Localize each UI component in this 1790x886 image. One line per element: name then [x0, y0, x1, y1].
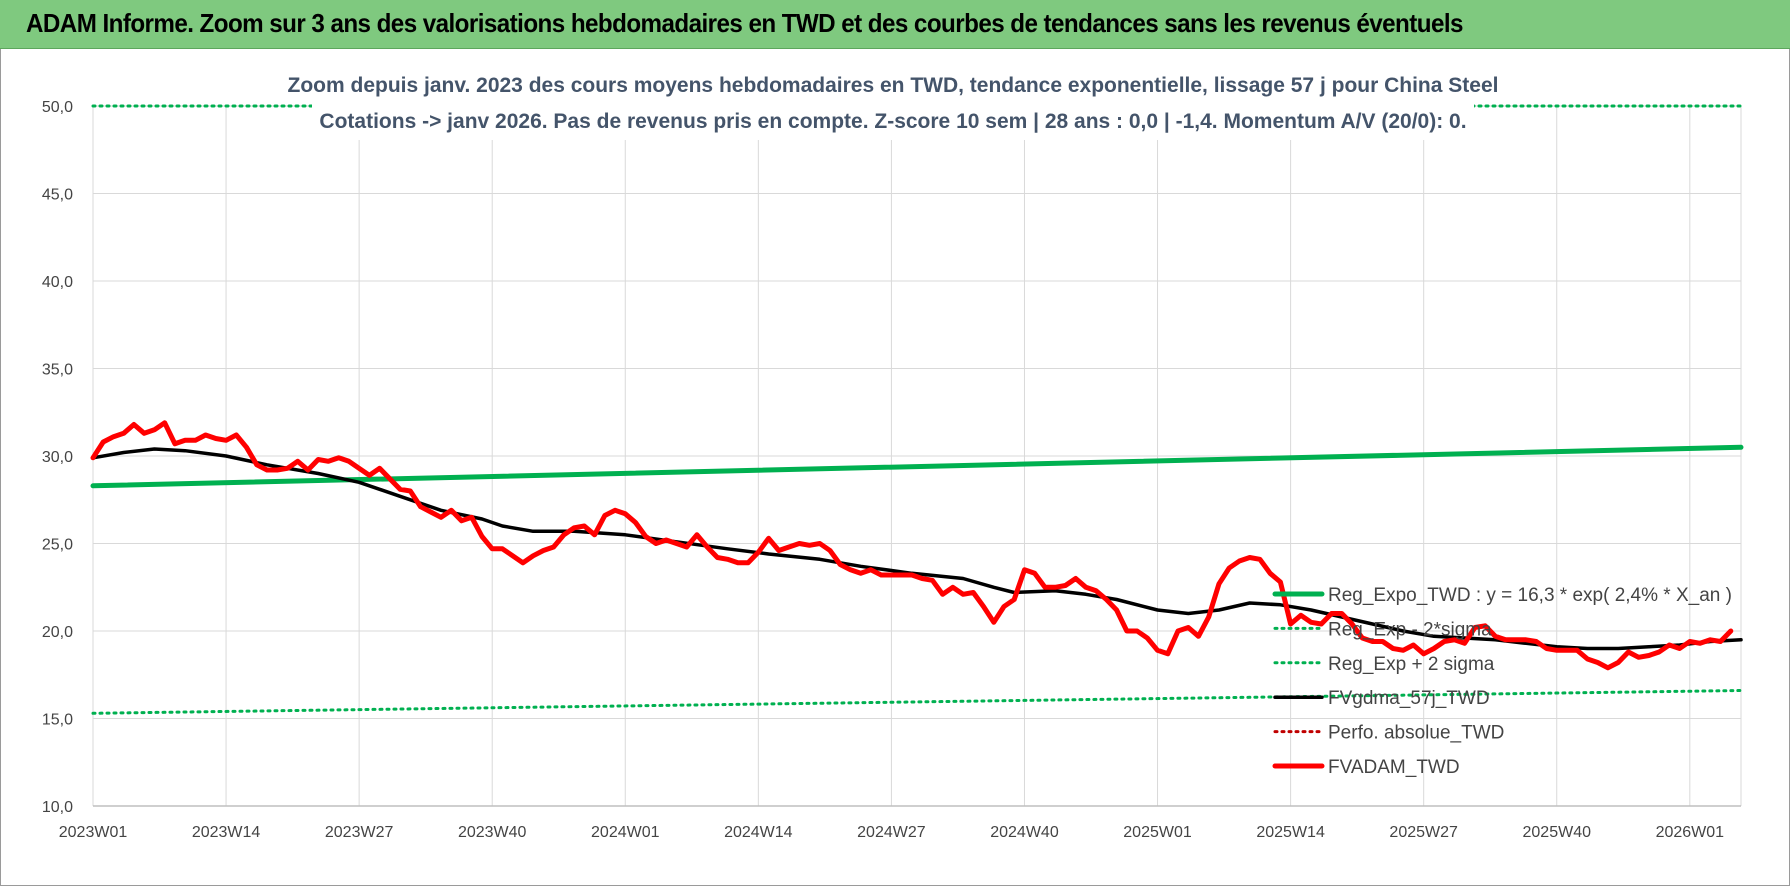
x-tick-label: 2026W01 [1656, 824, 1725, 841]
axes: 10,0 15,0 20,0 25,0 30,0 35,0 40,0 45,0 50,0 2023… [42, 99, 1741, 841]
x-tick-label: 2025W40 [1523, 824, 1592, 841]
legend-label: FVgdma_57j_TWD [1328, 688, 1490, 709]
x-tick-label: 2023W14 [192, 824, 261, 841]
chart-title-line2: Cotations -> janv 2026. Pas de revenus p… [319, 110, 1466, 133]
chart-title-line1: Zoom depuis janv. 2023 des cours moyens … [288, 74, 1499, 97]
grid [92, 105, 1742, 806]
x-tick-label: 2024W01 [591, 824, 660, 841]
legend-label: Reg_Exp + 2 sigma [1328, 654, 1495, 675]
y-tick-label: 20,0 [42, 624, 73, 641]
y-tick-label: 50,0 [42, 99, 73, 116]
legend-label: Reg_Expo_TWD : y = 16,3 * exp( 2,4% * X_… [1328, 585, 1732, 606]
x-tick-label: 2023W27 [325, 824, 394, 841]
report-title: ADAM Informe. Zoom sur 3 ans des valoris… [26, 8, 1463, 38]
legend: Reg_Expo_TWD : y = 16,3 * exp( 2,4% * X_… [1272, 585, 1732, 778]
x-tick-label: 2025W14 [1256, 824, 1325, 841]
series-reg-exp-line [91, 689, 1743, 715]
x-tick-label: 2024W14 [724, 824, 793, 841]
x-tick-label: 2025W01 [1123, 824, 1192, 841]
y-tick-label: 35,0 [42, 362, 73, 379]
x-tick-label: 2023W01 [59, 824, 128, 841]
series-fvadam-twd-line [90, 420, 1734, 671]
y-tick-label: 15,0 [42, 712, 73, 729]
x-tick-label: 2025W27 [1389, 824, 1458, 841]
y-tick-label: 30,0 [42, 449, 73, 466]
legend-label: FVADAM_TWD [1328, 757, 1460, 778]
series-fvgdma-57j-twd-line [91, 447, 1743, 651]
y-tick-label: 10,0 [42, 799, 73, 816]
y-tick-label: 25,0 [42, 537, 73, 554]
legend-label: Reg_Exp - 2*sigma [1328, 619, 1492, 640]
x-tick-label: 2024W27 [857, 824, 926, 841]
x-tick-label: 2023W40 [458, 824, 527, 841]
report-header: ADAM Informe. Zoom sur 3 ans des valoris… [0, 0, 1790, 49]
x-tick-label: 2024W40 [990, 824, 1059, 841]
series-reg-expo-twd-line [90, 444, 1744, 489]
y-tick-label: 45,0 [42, 187, 73, 204]
title-backdrop [312, 68, 1474, 140]
legend-label: Perfo. absolue_TWD [1328, 723, 1504, 744]
y-tick-label: 40,0 [42, 274, 73, 291]
series-layer [90, 104, 1744, 715]
